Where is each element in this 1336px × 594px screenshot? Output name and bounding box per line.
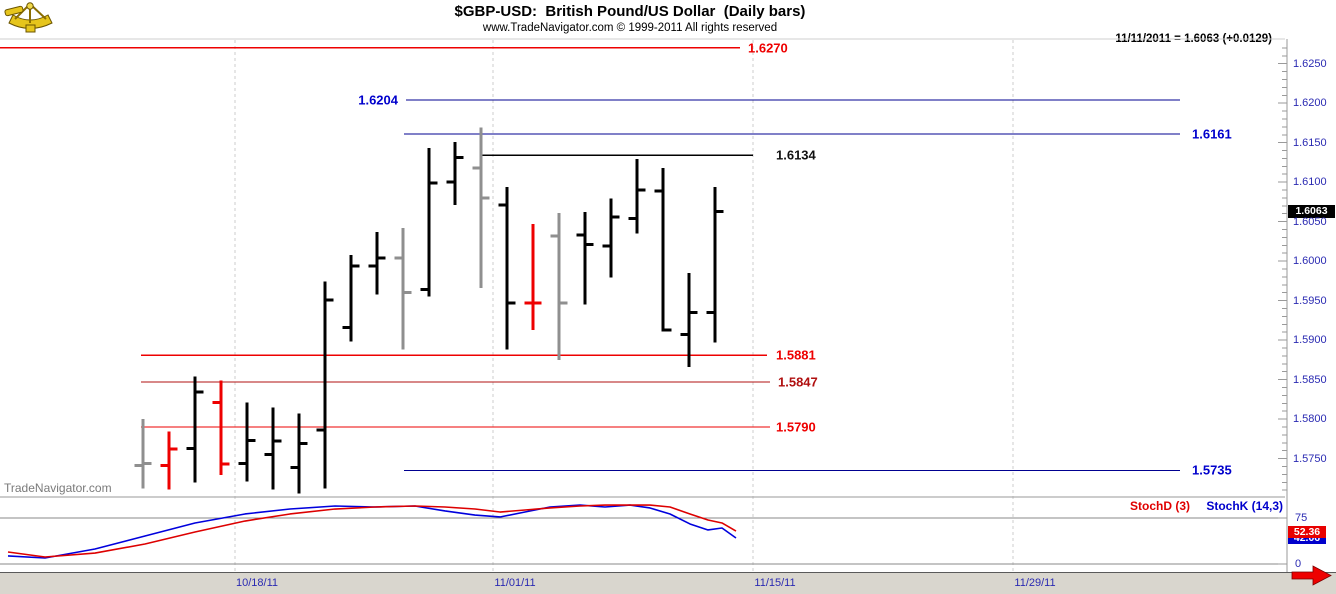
trend-arrow-icon — [1291, 565, 1332, 586]
close-tick — [170, 447, 178, 451]
ohlc-bar — [297, 413, 301, 494]
open-tick — [498, 203, 506, 207]
ohlc-bar — [401, 227, 405, 350]
open-tick — [394, 256, 402, 260]
open-tick — [576, 233, 584, 237]
open-tick — [628, 216, 636, 220]
close-tick — [274, 439, 282, 443]
open-tick — [420, 288, 428, 292]
tradenavigator-sextant-logo — [2, 1, 60, 37]
close-tick — [716, 209, 724, 213]
close-tick — [560, 301, 568, 305]
close-tick — [430, 181, 438, 185]
stochd-legend-label: StochD (3) — [1130, 499, 1190, 513]
ohlc-bar — [323, 281, 327, 489]
ohlc-bar — [505, 186, 509, 350]
ohlc-bar — [713, 186, 717, 343]
open-tick — [368, 264, 376, 268]
ohlc-bar — [609, 198, 613, 278]
ohlc-bar — [245, 402, 249, 482]
copyright-subtitle: www.TradeNavigator.com © 1999-2011 All r… — [482, 22, 778, 34]
open-tick — [446, 180, 454, 184]
open-tick — [680, 333, 688, 337]
close-tick — [612, 215, 620, 219]
open-tick — [550, 234, 558, 238]
close-tick — [248, 438, 256, 442]
close-tick — [196, 390, 204, 394]
open-tick — [160, 464, 168, 468]
open-tick — [706, 310, 714, 314]
stochd-line — [7, 504, 737, 558]
open-tick — [342, 325, 350, 329]
ohlc-bar — [635, 159, 639, 234]
close-tick — [222, 462, 230, 466]
chart-title: $GBP-USD: British Pound/US Dollar (Daily… — [454, 3, 806, 20]
open-tick — [524, 301, 532, 305]
ohlc-bar — [167, 431, 171, 490]
close-tick — [404, 291, 412, 295]
ohlc-bar — [219, 380, 223, 476]
ohlc-bar — [141, 419, 145, 489]
close-tick — [352, 264, 360, 268]
ohlc-bar — [479, 127, 483, 288]
close-tick — [456, 156, 464, 160]
ohlc-bar — [427, 148, 431, 297]
open-tick — [602, 244, 610, 248]
close-tick — [690, 310, 698, 314]
open-tick — [212, 401, 220, 405]
open-tick — [134, 464, 142, 468]
stochk-line — [7, 504, 737, 559]
close-tick — [378, 256, 386, 260]
ohlc-bar — [661, 167, 665, 332]
ohlc-bar — [271, 407, 275, 490]
ohlc-bar — [557, 212, 561, 360]
close-tick — [482, 196, 490, 200]
open-tick — [186, 446, 194, 450]
close-tick — [508, 301, 516, 305]
close-tick — [144, 461, 152, 465]
close-tick — [534, 301, 542, 305]
date-axis-band — [0, 572, 1336, 594]
ohlc-bar — [453, 141, 457, 206]
ohlc-bar — [583, 212, 587, 305]
open-tick — [472, 166, 480, 170]
close-tick — [638, 188, 646, 192]
ohlc-bar — [193, 376, 197, 483]
ohlc-bar — [349, 254, 353, 342]
open-tick — [290, 465, 298, 469]
open-tick — [654, 189, 662, 193]
ohlc-bar — [687, 272, 691, 367]
close-tick — [664, 328, 672, 332]
ohlc-bar — [375, 231, 379, 295]
open-tick — [264, 453, 272, 457]
watermark: TradeNavigator.com — [4, 481, 112, 495]
close-tick — [300, 442, 308, 446]
stochk-legend-label: StochK (14,3) — [1206, 499, 1283, 513]
ohlc-bar — [531, 224, 535, 330]
close-tick — [586, 243, 594, 247]
open-tick — [238, 461, 246, 465]
open-tick — [316, 428, 324, 432]
close-tick — [326, 298, 334, 302]
